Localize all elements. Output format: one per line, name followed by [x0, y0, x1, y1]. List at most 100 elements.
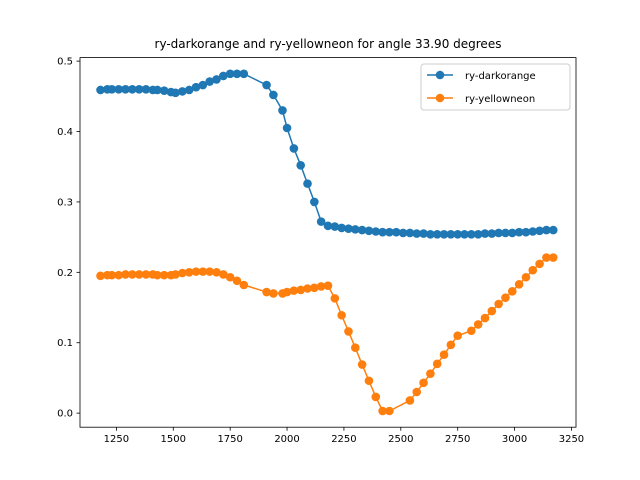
data-point-ry-darkorange: [303, 179, 312, 188]
x-tick-label: 2000: [274, 434, 299, 445]
data-point-ry-yellowneon: [107, 270, 117, 280]
data-point-ry-yellowneon: [141, 270, 151, 279]
legend-label-ry-darkorange: ry-darkorange: [465, 71, 536, 82]
data-point-ry-yellowneon: [219, 270, 228, 279]
data-point-ry-darkorange: [184, 85, 194, 95]
data-point-ry-yellowneon: [121, 270, 130, 279]
x-tick-label: 2750: [445, 434, 470, 445]
data-point-ry-darkorange: [153, 85, 162, 95]
data-point-ry-yellowneon: [405, 396, 415, 405]
y-tick-label: 0.5: [57, 57, 73, 68]
x-tick-label: 1750: [217, 434, 242, 445]
data-point-ry-yellowneon: [337, 310, 346, 320]
data-point-ry-yellowneon: [184, 268, 194, 277]
data-point-ry-darkorange: [330, 222, 340, 231]
data-point-ry-yellowneon: [412, 387, 422, 397]
data-point-ry-yellowneon: [296, 285, 306, 295]
data-point-ry-darkorange: [432, 230, 442, 239]
data-point-ry-yellowneon: [303, 284, 312, 293]
data-point-ry-darkorange: [337, 223, 346, 233]
data-point-ry-darkorange: [494, 228, 503, 238]
data-point-ry-darkorange: [535, 226, 544, 236]
data-point-ry-yellowneon: [128, 270, 137, 279]
data-point-ry-darkorange: [219, 71, 228, 81]
data-point-ry-darkorange: [114, 84, 123, 94]
data-point-ry-darkorange: [419, 229, 428, 238]
data-point-ry-darkorange: [473, 230, 483, 239]
x-tick-label: 2250: [331, 434, 356, 445]
data-point-ry-darkorange: [405, 228, 415, 238]
data-point-ry-yellowneon: [521, 272, 531, 282]
data-point-ry-yellowneon: [514, 279, 524, 289]
data-point-ry-darkorange: [212, 75, 221, 84]
data-point-ry-darkorange: [385, 227, 394, 237]
data-point-ry-darkorange: [159, 86, 169, 95]
data-point-ry-yellowneon: [364, 376, 374, 386]
data-point-ry-yellowneon: [426, 369, 435, 379]
plot-frame: [79, 57, 577, 428]
data-point-ry-yellowneon: [171, 270, 180, 279]
data-point-ry-darkorange: [262, 80, 271, 90]
data-point-ry-darkorange: [344, 224, 353, 233]
data-point-ry-darkorange: [282, 123, 292, 133]
data-point-ry-yellowneon: [467, 326, 476, 336]
data-point-ry-yellowneon: [262, 287, 271, 297]
data-point-ry-darkorange: [107, 84, 117, 94]
data-point-ry-yellowneon: [357, 360, 367, 369]
data-point-ry-darkorange: [232, 69, 242, 79]
data-point-ry-yellowneon: [371, 392, 381, 402]
data-point-ry-yellowneon: [453, 331, 462, 340]
data-point-ry-darkorange: [514, 227, 524, 237]
data-point-ry-darkorange: [310, 197, 319, 207]
data-point-ry-darkorange: [378, 227, 387, 237]
data-point-ry-yellowneon: [507, 287, 517, 296]
plot-series: [96, 69, 558, 416]
data-point-ry-yellowneon: [316, 282, 326, 291]
y-tick-label: 0.0: [57, 409, 73, 420]
data-point-ry-darkorange: [371, 227, 381, 236]
data-point-ry-darkorange: [460, 230, 469, 239]
data-point-ry-yellowneon: [153, 270, 162, 280]
y-tick-label: 0.2: [57, 268, 73, 279]
data-point-ry-yellowneon: [385, 406, 394, 416]
data-point-ry-darkorange: [521, 227, 531, 237]
data-point-ry-darkorange: [323, 221, 333, 231]
data-point-ry-darkorange: [398, 228, 408, 238]
data-point-ry-darkorange: [96, 85, 105, 95]
data-point-ry-yellowneon: [205, 267, 214, 276]
data-point-ry-yellowneon: [282, 287, 292, 297]
data-point-ry-yellowneon: [542, 253, 551, 262]
x-tick-label: 1250: [104, 434, 129, 445]
data-point-ry-yellowneon: [159, 270, 169, 280]
data-point-ry-yellowneon: [239, 280, 249, 290]
x-tick-label: 2500: [388, 434, 413, 445]
data-point-ry-yellowneon: [494, 299, 503, 309]
data-point-ry-darkorange: [121, 84, 130, 94]
data-point-ry-darkorange: [439, 230, 449, 239]
chart-title: ry-darkorange and ry-yellowneon for angl…: [155, 37, 502, 51]
data-point-ry-yellowneon: [528, 265, 538, 275]
data-point-ry-darkorange: [501, 228, 510, 238]
data-point-ry-yellowneon: [178, 268, 187, 278]
data-point-ry-darkorange: [467, 230, 476, 239]
data-point-ry-darkorange: [351, 225, 360, 234]
data-point-ry-yellowneon: [310, 283, 319, 293]
data-point-ry-darkorange: [239, 69, 249, 79]
data-point-ry-yellowneon: [212, 268, 221, 277]
data-point-ry-yellowneon: [330, 294, 340, 303]
legend: ry-darkorange ry-yellowneon: [420, 63, 571, 111]
data-point-ry-yellowneon: [378, 406, 387, 416]
data-point-ry-yellowneon: [439, 350, 449, 359]
legend-marker-ry-darkorange: [435, 70, 445, 80]
data-point-ry-darkorange: [412, 229, 422, 238]
data-point-ry-yellowneon: [432, 359, 442, 369]
data-point-ry-yellowneon: [351, 343, 360, 352]
data-point-ry-darkorange: [198, 80, 208, 90]
y-tick-label: 0.4: [57, 127, 73, 138]
data-point-ry-darkorange: [357, 225, 367, 235]
data-point-ry-darkorange: [278, 106, 287, 115]
data-point-ry-darkorange: [141, 84, 151, 94]
data-point-ry-yellowneon: [269, 289, 278, 298]
x-axis-ticks: 1250 1500 1750 2000 2250 2500 2750 3000 3250: [104, 427, 584, 445]
